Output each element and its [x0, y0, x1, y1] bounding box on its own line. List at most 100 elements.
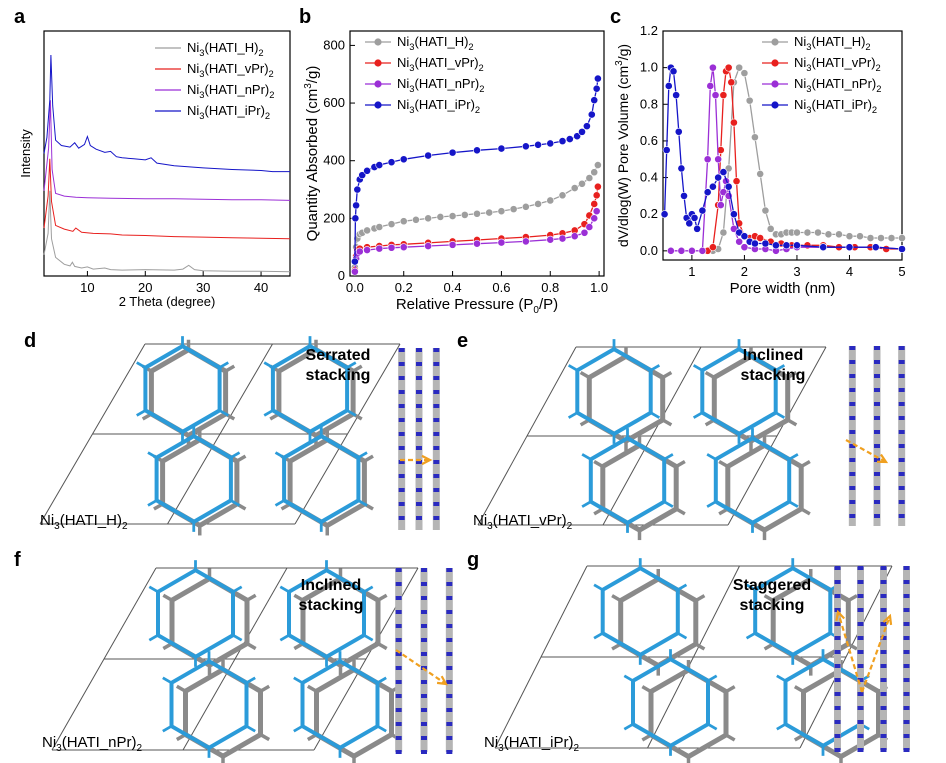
- y-axis-label: Intensity: [18, 129, 33, 178]
- data-point: [546, 235, 555, 244]
- data-point: [565, 135, 574, 143]
- stack-atom: [416, 376, 422, 380]
- data-point: [350, 267, 359, 276]
- x-tick-label: 0.0: [346, 280, 364, 295]
- data-point: [724, 182, 733, 191]
- x-tick-label: 4: [846, 264, 853, 279]
- stack-atom: [446, 694, 453, 698]
- framework-node: [377, 593, 388, 602]
- data-point: [424, 214, 433, 223]
- chart-b: 0.0 0.2 0.4 0.6 0.8 1.0 0 200 400 600 800 Relative …: [303, 30, 608, 316]
- data-point: [534, 200, 542, 208]
- stack-atom: [874, 346, 880, 350]
- chart-c: 1 2 3 4 5 0.0 0.2 0.4 0.6 0.8 1.0 1.2 Pore width (nm…: [614, 23, 906, 297]
- data-point: [709, 63, 717, 72]
- stack-atom: [874, 500, 880, 504]
- stack-atom: [834, 706, 841, 710]
- stack-atom: [880, 594, 887, 598]
- data-point: [793, 228, 801, 237]
- stack-atom: [433, 516, 440, 520]
- stack-atom: [446, 666, 453, 670]
- stack-atom: [398, 404, 405, 408]
- stack-atom: [446, 736, 453, 740]
- stack-atom: [857, 678, 864, 682]
- data-point: [473, 209, 481, 218]
- framework-node: [707, 674, 718, 683]
- data-point: [814, 228, 822, 237]
- data-point: [845, 232, 854, 241]
- panel-letter-a: a: [14, 6, 26, 28]
- framework-node: [306, 684, 318, 693]
- stack-atom: [903, 594, 910, 598]
- legend-label: Ni3(HATI_H)2: [397, 34, 474, 52]
- stack-atom: [446, 610, 453, 614]
- framework-node: [230, 451, 241, 459]
- framework-ring: [183, 667, 263, 759]
- y-tick-label: 0.4: [640, 170, 658, 185]
- framework-node: [274, 499, 285, 507]
- data-point: [497, 238, 506, 247]
- legend-entry: Ni3(HATI_vPr)2: [365, 55, 484, 73]
- legend-label: Ni3(HATI_nPr)2: [794, 76, 881, 94]
- x-tick-label: 2: [741, 264, 748, 279]
- stack-atom: [433, 348, 440, 352]
- stack-atom: [857, 622, 864, 626]
- stack-atom: [421, 582, 427, 586]
- legend-label: Ni3(HATI_iPr)2: [397, 97, 480, 115]
- stack-atom: [849, 416, 856, 420]
- framework-node: [786, 370, 798, 380]
- x-tick-label: 0.4: [444, 280, 462, 295]
- data-point: [690, 213, 699, 222]
- data-point: [709, 243, 717, 252]
- cell-edge: [294, 343, 401, 525]
- data-point: [662, 146, 671, 154]
- framework-node: [581, 453, 592, 461]
- data-point: [772, 241, 780, 250]
- cell-edge: [39, 343, 146, 525]
- stack-atom: [421, 568, 427, 572]
- data-point: [666, 246, 675, 255]
- cell-edge: [51, 567, 157, 751]
- stack-atom: [903, 580, 910, 584]
- framework-node: [776, 722, 787, 731]
- data-point: [735, 228, 744, 237]
- data-point: [756, 234, 765, 242]
- data-point: [593, 74, 602, 83]
- stack-atom: [446, 638, 453, 642]
- stack-atom: [880, 720, 887, 724]
- stack-atom: [395, 722, 402, 726]
- stack-atom: [874, 444, 880, 448]
- data-point: [724, 164, 733, 173]
- stack-atom: [857, 664, 864, 668]
- data-point: [856, 232, 864, 241]
- stack-atom: [880, 650, 887, 654]
- stack-atom: [849, 486, 856, 490]
- data-point: [509, 205, 518, 214]
- data-point: [685, 219, 694, 228]
- framework-node: [293, 676, 304, 685]
- stack-atom: [898, 374, 905, 378]
- stack-atom: [874, 374, 880, 378]
- panel-letter-d: d: [24, 330, 37, 352]
- stack-atom: [874, 486, 880, 490]
- framework-node: [235, 454, 247, 463]
- x-axis-label: Relative Pressure (P0/P): [396, 296, 558, 316]
- data-point: [436, 213, 445, 221]
- stack-arrow: [860, 615, 892, 693]
- top-charts: 10 20 30 402 Theta (degree)IntensityNi3(HAT…: [18, 23, 906, 316]
- stack-atom: [880, 734, 887, 738]
- x-tick-label: 1: [688, 264, 695, 279]
- x-tick-label: 0.2: [395, 280, 413, 295]
- stack-atom: [395, 680, 402, 684]
- framework-node: [579, 370, 591, 380]
- stack-atom: [903, 706, 910, 710]
- framework-node: [677, 631, 688, 640]
- data-point: [732, 177, 741, 186]
- stack-atom: [857, 650, 864, 654]
- data-point: [740, 232, 749, 241]
- legend-entry: Ni3(HATI_iPr)2: [365, 97, 480, 115]
- stack-atom: [834, 692, 841, 696]
- data-point: [497, 144, 506, 153]
- stack-atom: [421, 736, 427, 740]
- stack-atom: [834, 566, 841, 570]
